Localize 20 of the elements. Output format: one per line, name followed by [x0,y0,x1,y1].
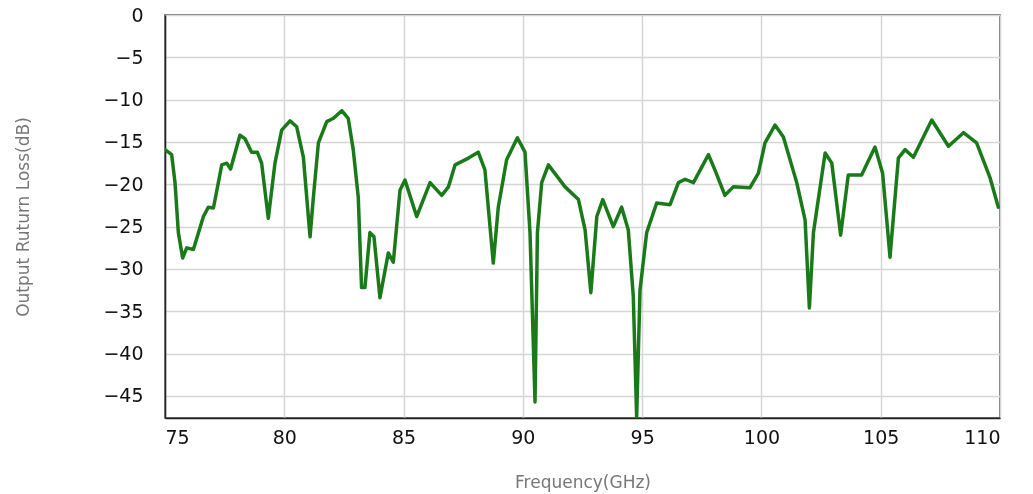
y-tick-label: −20 [103,172,144,195]
y-tick-label: −15 [103,130,144,153]
y-tick-label: −45 [103,384,144,407]
y-tick-label: 0 [131,3,144,26]
x-tick-label: 85 [391,425,417,448]
x-tick-label: 75 [165,425,190,448]
y-tick-label: −40 [103,342,144,365]
y-tick-label: −30 [103,257,144,280]
y-tick-label: −35 [103,299,144,322]
x-tick-label: 80 [272,425,297,448]
x-tick-label: 100 [743,425,781,448]
y-axis-title: Output Ruturn Loss(dB) [12,117,33,317]
x-axis-title: Frequency(GHz) [515,471,651,492]
x-tick-label: 105 [863,425,900,448]
x-tick-label: 110 [964,425,1001,448]
y-tick-label: −25 [103,215,144,238]
y-tick-label: −5 [115,45,144,68]
x-tick-label: 90 [511,425,536,448]
x-tick-label: 95 [630,425,655,448]
y-tick-label: −10 [103,88,144,111]
